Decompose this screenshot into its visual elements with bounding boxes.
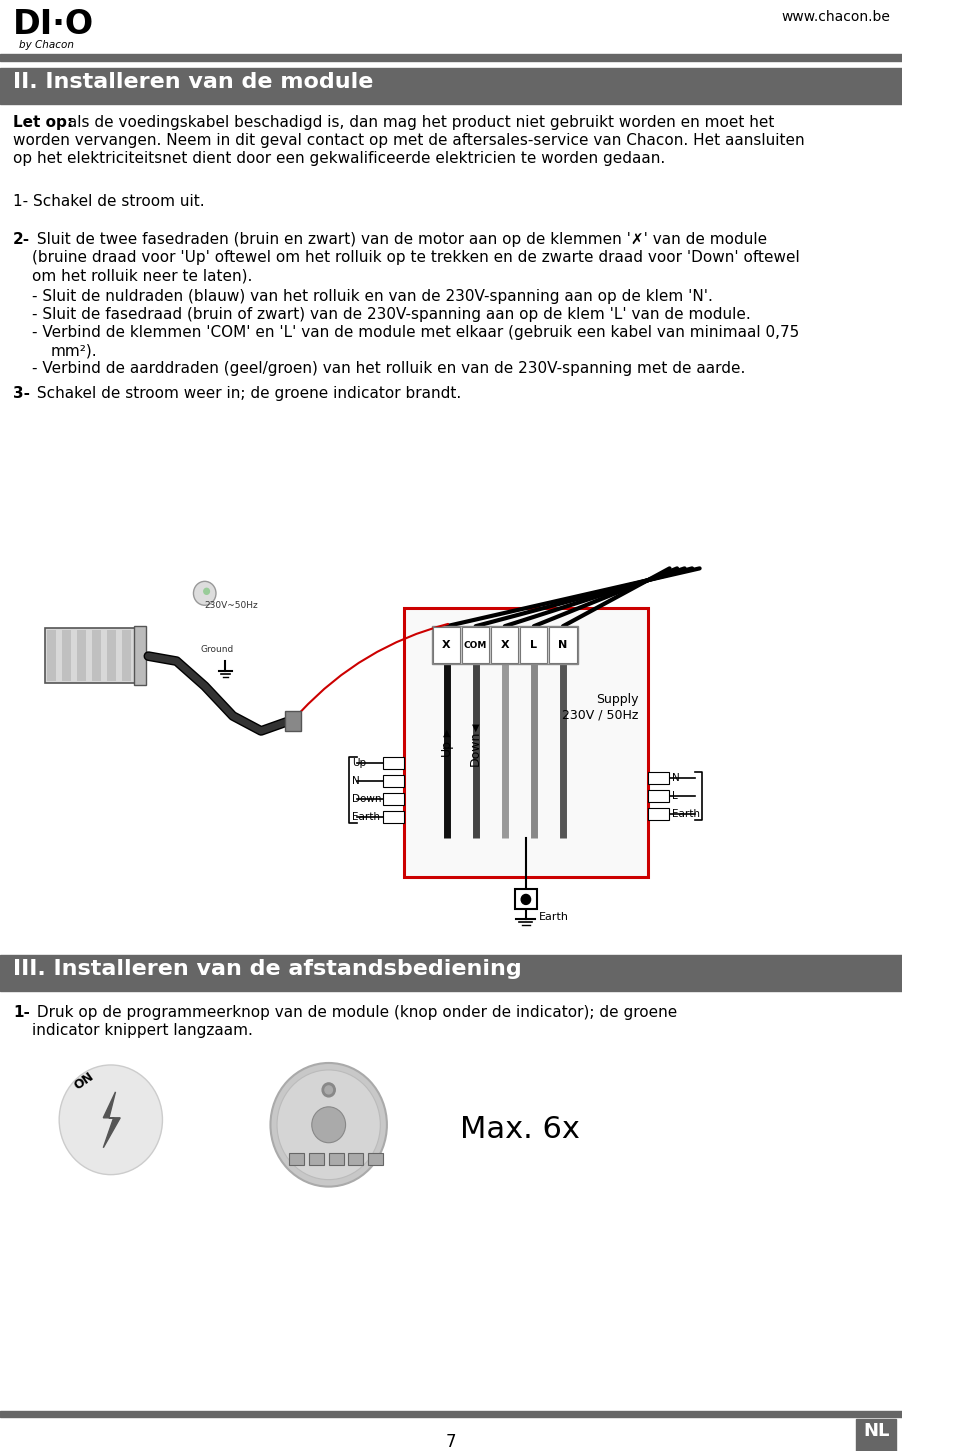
Bar: [432, 626, 578, 663]
Text: Max. 6x: Max. 6x: [460, 1116, 580, 1144]
Text: om het rolluik neer te laten).: om het rolluik neer te laten).: [32, 268, 252, 284]
Circle shape: [194, 582, 216, 605]
Bar: [122, 630, 132, 681]
Text: www.chacon.be: www.chacon.be: [781, 10, 890, 23]
Bar: [648, 790, 668, 802]
Text: op het elektriciteitsnet dient door een gekwalificeerde elektricien te worden ge: op het elektriciteitsnet dient door een …: [13, 150, 665, 166]
Text: L: L: [672, 790, 678, 800]
Circle shape: [204, 588, 209, 594]
Bar: [515, 889, 538, 909]
Text: 1-: 1-: [13, 1005, 30, 1020]
Text: Supply
230V / 50Hz: Supply 230V / 50Hz: [563, 693, 638, 722]
Bar: [404, 608, 648, 877]
Text: III. Installeren van de afstandsbediening: III. Installeren van de afstandsbedienin…: [13, 959, 522, 979]
Text: Down: Down: [352, 794, 382, 803]
Bar: [62, 630, 71, 681]
Bar: [328, 1152, 344, 1164]
Circle shape: [277, 1069, 380, 1180]
Text: 230V~50Hz: 230V~50Hz: [204, 601, 258, 610]
Circle shape: [323, 1083, 335, 1097]
Bar: [348, 1152, 364, 1164]
Bar: [383, 810, 404, 822]
Bar: [856, 1419, 896, 1451]
Text: als de voedingskabel beschadigd is, dan mag het product niet gebruikt worden en : als de voedingskabel beschadigd is, dan …: [63, 115, 775, 129]
Text: NL: NL: [863, 1422, 889, 1440]
Text: Earth: Earth: [539, 912, 569, 922]
Bar: [648, 808, 668, 819]
Text: 3-: 3-: [13, 386, 30, 402]
Text: - Verbind de klemmen 'COM' en 'L' van de module met elkaar (gebruik een kabel va: - Verbind de klemmen 'COM' en 'L' van de…: [32, 324, 799, 340]
Text: mm²).: mm²).: [51, 343, 97, 358]
Bar: [289, 1152, 304, 1164]
Text: by Chacon: by Chacon: [19, 39, 74, 49]
Text: ▲: ▲: [443, 728, 450, 738]
Text: - Sluit de fasedraad (bruin of zwart) van de 230V-spanning aan op de klem 'L' va: - Sluit de fasedraad (bruin of zwart) va…: [32, 307, 751, 322]
Bar: [45, 629, 139, 682]
Bar: [368, 1152, 383, 1164]
Bar: [462, 627, 490, 663]
Bar: [383, 793, 404, 805]
Bar: [47, 630, 57, 681]
Text: (bruine draad voor 'Up' oftewel om het rolluik op te trekken en de zwarte draad : (bruine draad voor 'Up' oftewel om het r…: [32, 250, 800, 265]
Text: Up: Up: [440, 739, 453, 757]
Bar: [433, 627, 460, 663]
Text: indicator knippert langzaam.: indicator knippert langzaam.: [32, 1023, 252, 1037]
Text: Ground: Ground: [200, 645, 233, 655]
Bar: [309, 1152, 324, 1164]
Text: N: N: [672, 773, 680, 783]
Text: Sluit de twee fasedraden (bruin en zwart) van de motor aan op de klemmen '✗' van: Sluit de twee fasedraden (bruin en zwart…: [32, 233, 767, 247]
Bar: [108, 630, 116, 681]
Bar: [549, 627, 577, 663]
Text: Earth: Earth: [672, 809, 701, 819]
Bar: [92, 630, 102, 681]
Text: COM: COM: [464, 640, 488, 650]
Text: L: L: [530, 640, 538, 650]
Bar: [492, 627, 518, 663]
Bar: [284, 711, 301, 730]
Text: 7: 7: [445, 1433, 456, 1451]
Circle shape: [60, 1065, 162, 1174]
Text: II. Installeren van de module: II. Installeren van de module: [13, 71, 373, 92]
Text: DI·O: DI·O: [13, 7, 94, 41]
Bar: [0, 1411, 901, 1417]
Bar: [134, 626, 146, 685]
Text: Up: Up: [352, 758, 367, 768]
Text: 1- Schakel de stroom uit.: 1- Schakel de stroom uit.: [13, 195, 204, 210]
Text: 2-: 2-: [13, 233, 31, 247]
Bar: [383, 776, 404, 787]
Text: Down: Down: [469, 730, 482, 765]
Text: Earth: Earth: [352, 812, 380, 822]
Bar: [0, 54, 901, 61]
Text: worden vervangen. Neem in dit geval contact op met de aftersales-service van Cha: worden vervangen. Neem in dit geval cont…: [13, 132, 804, 147]
Circle shape: [521, 895, 531, 905]
Bar: [0, 956, 901, 991]
Text: - Verbind de aarddraden (geel/groen) van het rolluik en van de 230V-spanning met: - Verbind de aarddraden (geel/groen) van…: [32, 361, 745, 375]
Bar: [648, 771, 668, 784]
Circle shape: [312, 1107, 346, 1142]
Text: Let op:: Let op:: [13, 115, 73, 129]
Text: - Sluit de nuldraden (blauw) van het rolluik en van de 230V-spanning aan op de k: - Sluit de nuldraden (blauw) van het rol…: [32, 290, 713, 304]
Circle shape: [271, 1064, 387, 1187]
Bar: [520, 627, 547, 663]
Text: X: X: [500, 640, 509, 650]
Circle shape: [324, 1085, 332, 1094]
Bar: [383, 757, 404, 768]
Polygon shape: [104, 1091, 120, 1148]
Text: Druk op de programmeerknop van de module (knop onder de indicator); de groene: Druk op de programmeerknop van de module…: [32, 1005, 677, 1020]
Bar: [0, 68, 901, 103]
Text: Schakel de stroom weer in; de groene indicator brandt.: Schakel de stroom weer in; de groene ind…: [32, 386, 461, 402]
Text: ON: ON: [71, 1069, 96, 1093]
Bar: [77, 630, 86, 681]
Text: ▼: ▼: [472, 723, 479, 733]
Text: N: N: [352, 776, 360, 786]
Text: N: N: [559, 640, 567, 650]
Text: X: X: [443, 640, 451, 650]
